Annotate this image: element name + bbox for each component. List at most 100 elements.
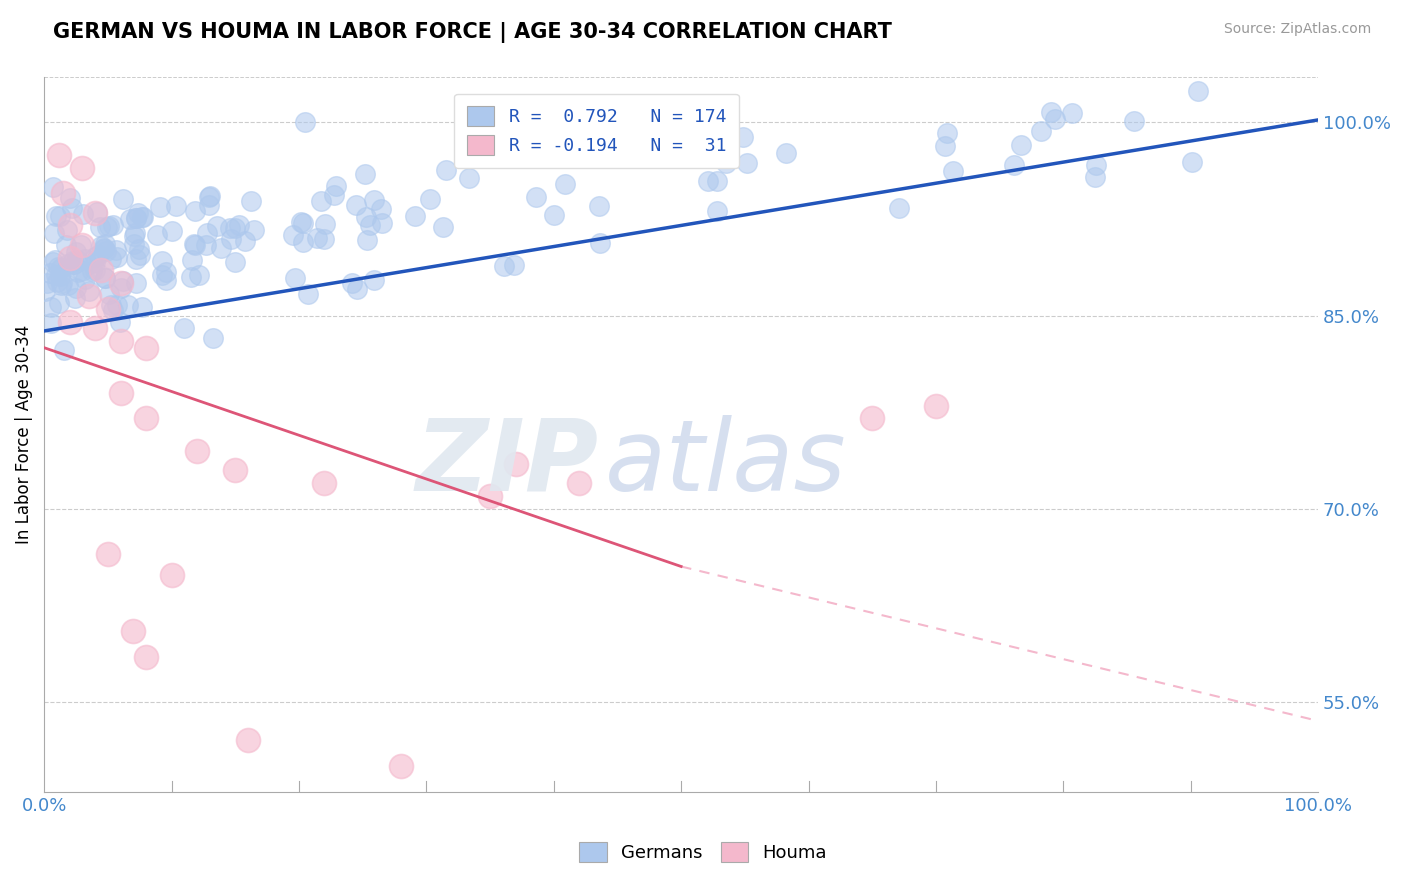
- Point: [706, 203, 728, 218]
- Point: [311, 194, 333, 208]
- Point: [146, 228, 169, 243]
- Point: [117, 298, 139, 312]
- Point: [173, 320, 195, 334]
- Point: [160, 224, 183, 238]
- Point: [524, 190, 547, 204]
- Point: [44, 226, 66, 240]
- Point: [96, 244, 118, 259]
- Point: [110, 281, 132, 295]
- Point: [104, 243, 127, 257]
- Point: [294, 115, 316, 129]
- Point: [494, 259, 516, 273]
- Point: [94, 271, 117, 285]
- Point: [735, 156, 758, 170]
- Point: [125, 211, 148, 226]
- Point: [56, 278, 79, 293]
- Point: [155, 273, 177, 287]
- Point: [353, 167, 375, 181]
- Point: [58, 251, 80, 265]
- Point: [122, 228, 145, 243]
- Point: [48, 210, 70, 224]
- Point: [150, 268, 173, 282]
- Point: [160, 568, 183, 582]
- Point: [70, 238, 93, 252]
- Point: [128, 242, 150, 256]
- Point: [44, 252, 66, 267]
- Point: [1084, 158, 1107, 172]
- Point: [63, 257, 86, 271]
- Point: [110, 385, 132, 400]
- Point: [1123, 114, 1146, 128]
- Point: [77, 289, 100, 303]
- Point: [1010, 137, 1032, 152]
- Point: [51, 278, 73, 293]
- Point: [79, 285, 101, 299]
- Legend: Germans, Houma: Germans, Houma: [572, 835, 834, 870]
- Point: [72, 237, 94, 252]
- Point: [370, 202, 392, 216]
- Point: [221, 232, 243, 246]
- Point: [58, 315, 80, 329]
- Point: [554, 178, 576, 192]
- Legend: R =  0.792   N = 174, R = -0.194   N =  31: R = 0.792 N = 174, R = -0.194 N = 31: [454, 94, 738, 168]
- Point: [198, 198, 221, 212]
- Point: [56, 257, 79, 271]
- Point: [235, 234, 257, 248]
- Point: [184, 237, 207, 252]
- Point: [72, 206, 94, 220]
- Point: [195, 226, 218, 240]
- Point: [75, 252, 97, 266]
- Point: [325, 179, 347, 194]
- Point: [243, 223, 266, 237]
- Point: [118, 212, 141, 227]
- Point: [543, 208, 565, 222]
- Point: [84, 321, 107, 335]
- Point: [105, 250, 128, 264]
- Point: [34, 284, 56, 298]
- Point: [90, 263, 112, 277]
- Point: [363, 273, 385, 287]
- Point: [925, 399, 948, 413]
- Point: [363, 193, 385, 207]
- Point: [290, 214, 312, 228]
- Point: [207, 219, 229, 233]
- Point: [706, 173, 728, 187]
- Point: [218, 220, 240, 235]
- Point: [314, 217, 336, 231]
- Point: [41, 180, 63, 194]
- Point: [198, 190, 221, 204]
- Point: [60, 201, 83, 215]
- Point: [1181, 155, 1204, 169]
- Point: [307, 231, 329, 245]
- Point: [58, 219, 80, 233]
- Point: [122, 624, 145, 638]
- Point: [505, 457, 527, 471]
- Point: [83, 250, 105, 264]
- Point: [359, 219, 381, 233]
- Point: [96, 219, 118, 234]
- Point: [93, 242, 115, 256]
- Point: [45, 268, 67, 283]
- Point: [228, 218, 250, 232]
- Point: [1060, 106, 1083, 120]
- Point: [63, 291, 86, 305]
- Point: [224, 463, 246, 477]
- Point: [155, 265, 177, 279]
- Point: [124, 226, 146, 240]
- Point: [346, 282, 368, 296]
- Point: [86, 205, 108, 219]
- Point: [127, 206, 149, 220]
- Point: [457, 171, 479, 186]
- Point: [184, 204, 207, 219]
- Point: [404, 209, 426, 223]
- Point: [135, 341, 157, 355]
- Point: [105, 298, 128, 312]
- Point: [312, 232, 335, 246]
- Point: [1084, 169, 1107, 184]
- Point: [588, 199, 610, 213]
- Point: [103, 303, 125, 318]
- Point: [66, 253, 89, 268]
- Point: [283, 227, 305, 242]
- Point: [860, 411, 883, 425]
- Point: [125, 277, 148, 291]
